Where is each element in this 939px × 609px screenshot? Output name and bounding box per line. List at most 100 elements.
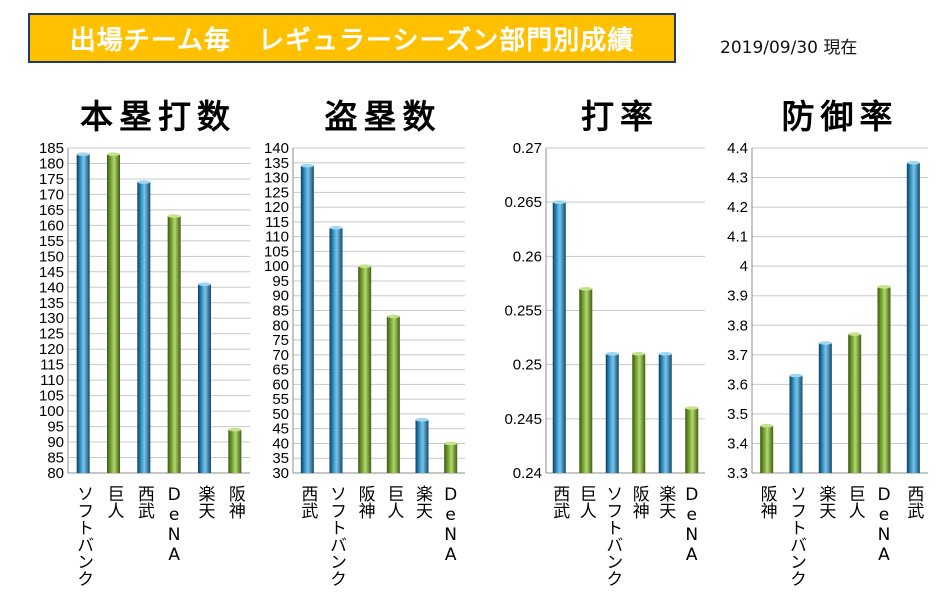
y-tick-label: 140 [264, 140, 289, 157]
bar [76, 154, 90, 473]
category-label: ソフトバンク [73, 485, 93, 587]
y-tick-label: 0.24 [513, 465, 542, 482]
y-tick-label: 3.7 [727, 347, 748, 364]
category-label: DeNA [164, 485, 184, 565]
y-tick-label: 180 [39, 155, 64, 172]
category-label: 阪神 [355, 485, 376, 519]
y-tick-label: 85 [272, 303, 289, 320]
bar [818, 343, 832, 473]
bar [579, 288, 593, 473]
bar-cap [358, 264, 372, 268]
bar-cap [329, 225, 343, 230]
y-tick-label: 45 [272, 421, 289, 438]
y-tick-label: 115 [40, 357, 64, 374]
y-tick-label: 0.26 [513, 248, 542, 265]
y-tick-label: 85 [47, 450, 64, 467]
y-tick-label: 125 [264, 184, 289, 201]
y-tick-label: 4 [740, 258, 748, 275]
chart-3: 打率 0.24 0.245 0.25 0.255 0.26 0.265 0.27 西武 巨人 ソフト… [504, 97, 705, 587]
y-tick-label: 3.5 [727, 406, 748, 423]
bar [358, 266, 372, 473]
y-tick-label: 4.3 [727, 170, 748, 187]
y-tick-label: 105 [39, 388, 64, 405]
y-tick-label: 115 [265, 214, 289, 231]
y-tick-label: 0.265 [504, 194, 542, 211]
category-label: 西武 [903, 485, 924, 519]
bar-cap [658, 352, 672, 356]
bar [415, 419, 429, 473]
y-tick-label: 145 [39, 264, 64, 281]
chart-title: 本塁打数 [80, 97, 236, 136]
bar [906, 162, 920, 474]
bar-cap [906, 160, 920, 165]
bar-cap [818, 341, 832, 345]
bar-cap [415, 418, 429, 422]
chart-title: 打率 [581, 97, 659, 136]
category-label: 巨人 [104, 485, 125, 519]
y-tick-label: 0.245 [504, 411, 542, 428]
bar [329, 227, 343, 473]
bar [444, 443, 458, 473]
bar [552, 202, 566, 473]
bar-cap [137, 180, 151, 184]
category-label: 阪神 [629, 485, 650, 519]
category-label: 楽天 [655, 485, 676, 519]
bar [848, 334, 862, 473]
y-tick-label: 95 [47, 419, 64, 436]
category-label: ソフトバンク [786, 485, 806, 587]
bar [198, 284, 211, 473]
y-tick-label: 135 [39, 295, 64, 312]
bar [632, 353, 646, 473]
chart-title: 防御率 [782, 97, 899, 136]
category-label: 西武 [297, 485, 318, 519]
category-label: 阪神 [757, 485, 778, 519]
y-tick-label: 100 [264, 258, 289, 275]
y-tick-label: 130 [264, 170, 289, 187]
bar-cap [685, 406, 699, 410]
chart-1: 本塁打数808590951001051101151201251301351401… [39, 97, 250, 587]
bar-cap [552, 200, 566, 204]
y-tick-label: 185 [39, 140, 64, 157]
bar [760, 425, 774, 473]
y-tick-label: 30 [272, 465, 289, 482]
category-label: 西武 [134, 485, 155, 519]
y-tick-label: 3.6 [727, 376, 748, 393]
y-tick-label: 3.4 [727, 435, 748, 452]
y-tick-label: 110 [265, 229, 289, 246]
y-tick-label: 110 [40, 372, 64, 389]
chart-title: 盗塁数 [325, 97, 442, 136]
y-tick-label: 90 [47, 434, 64, 451]
y-tick-label: 120 [264, 199, 289, 216]
y-tick-label: 150 [39, 248, 64, 265]
category-label: 巨人 [576, 485, 597, 519]
y-tick-label: 95 [272, 273, 289, 290]
category-label: 楽天 [412, 485, 433, 519]
as-of-date: 2019/09/30 現在 [720, 38, 858, 58]
y-tick-label: 155 [39, 233, 64, 250]
bar-cap [877, 285, 891, 289]
bar-cap [228, 427, 242, 432]
bar [685, 408, 699, 473]
bar-cap [167, 214, 181, 218]
y-tick-label: 70 [272, 347, 289, 364]
y-tick-label: 130 [39, 310, 64, 327]
y-tick-label: 100 [39, 403, 64, 420]
page-title: 出場チーム毎 レギュラーシーズン部門別成績 [69, 25, 635, 56]
category-label: 阪神 [225, 485, 246, 519]
category-label: 巨人 [845, 485, 866, 519]
y-tick-label: 80 [272, 317, 289, 334]
bar-cap [848, 332, 862, 336]
bar-cap [386, 314, 400, 319]
bar [386, 316, 400, 473]
bar-cap [632, 352, 646, 356]
y-tick-label: 3.8 [727, 317, 748, 334]
y-tick-label: 0.25 [513, 357, 542, 374]
y-tick-label: 160 [39, 217, 64, 234]
bar [877, 286, 891, 473]
category-label: ソフトバンク [602, 485, 622, 587]
y-tick-label: 4.1 [727, 229, 748, 246]
y-tick-label: 80 [47, 465, 64, 482]
y-tick-label: 4.4 [727, 140, 748, 157]
bar [107, 154, 120, 473]
